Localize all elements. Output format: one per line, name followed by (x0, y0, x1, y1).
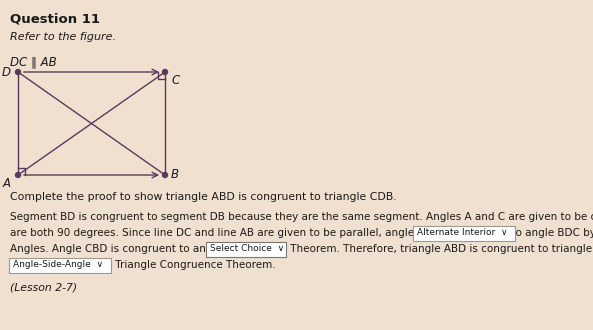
Circle shape (162, 173, 167, 178)
Circle shape (15, 173, 21, 178)
Text: (Lesson 2-7): (Lesson 2-7) (10, 282, 77, 292)
Text: Segment BD is congruent to segment DB because they are the same segment. Angles : Segment BD is congruent to segment DB be… (10, 212, 593, 222)
Text: Theorem. Therefore, triangle ABD is congruent to triangle CDB by the: Theorem. Therefore, triangle ABD is cong… (287, 244, 593, 254)
Circle shape (162, 70, 167, 75)
Circle shape (15, 70, 21, 75)
FancyBboxPatch shape (206, 242, 286, 257)
Text: are both 90 degrees. Since line DC and line AB are given to be parallel, angle D: are both 90 degrees. Since line DC and l… (10, 228, 593, 238)
Text: C: C (171, 74, 179, 87)
Text: D: D (2, 65, 11, 79)
FancyBboxPatch shape (413, 226, 515, 241)
Text: Select Choice  ∨: Select Choice ∨ (210, 244, 284, 253)
Text: Angle-Side-Angle  ∨: Angle-Side-Angle ∨ (13, 260, 103, 269)
Text: Complete the proof to show triangle ABD is congruent to triangle CDB.: Complete the proof to show triangle ABD … (10, 192, 397, 202)
Text: A: A (3, 177, 11, 190)
Text: DC ∥ AB: DC ∥ AB (10, 55, 56, 68)
Text: Angles. Angle CBD is congruent to angle ADB by: Angles. Angle CBD is congruent to angle … (10, 244, 263, 254)
Text: Alternate Interior  ∨: Alternate Interior ∨ (417, 228, 508, 237)
FancyBboxPatch shape (9, 258, 111, 273)
Text: Triangle Congruence Theorem.: Triangle Congruence Theorem. (112, 260, 276, 270)
Text: Question 11: Question 11 (10, 12, 100, 25)
Text: B: B (171, 169, 179, 182)
Text: Refer to the figure.: Refer to the figure. (10, 32, 116, 42)
